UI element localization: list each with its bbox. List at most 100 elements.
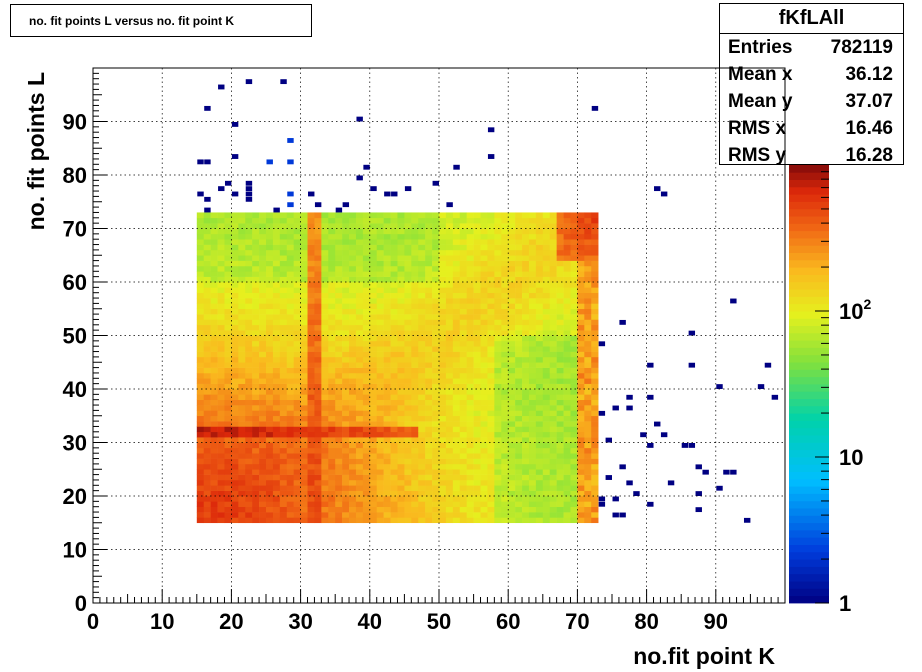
heatmap-cell [355,378,364,384]
heatmap-cell [266,442,274,449]
heatmap-cell [535,506,544,513]
heatmap-cell [418,362,426,368]
heatmap-cell [307,517,315,524]
heatmap-cell [314,399,322,406]
heatmap-cell [501,517,509,524]
heatmap-cell [279,255,288,261]
heatmap-cell [279,367,288,374]
heatmap-cell [556,308,564,315]
heatmap-cell [314,287,322,293]
heatmap-cell [196,437,205,443]
heatmap-cell [473,447,481,454]
heatmap-cell [231,314,239,320]
heatmap-cell [542,469,551,475]
heatmap-cell [335,362,343,368]
colorbar-cell [789,245,829,253]
heatmap-cell [203,239,211,245]
heatmap-cell [411,244,419,251]
heatmap-cell [480,324,488,331]
heatmap-cell [203,233,211,240]
heatmap-cell [425,367,433,374]
heatmap-cell [335,367,343,374]
heatmap-cell [397,217,405,224]
heatmap-cell [342,389,350,395]
heatmap-cell [245,442,253,449]
heatmap-cell [542,496,551,502]
heatmap-cell [266,159,273,165]
heatmap-cell [452,308,461,315]
heatmap-cell [314,383,322,390]
heatmap-cell [626,480,633,486]
heatmap-cell [259,249,267,256]
heatmap-cell [487,298,495,304]
heatmap-cell [349,249,357,256]
heatmap-cell [355,217,364,224]
heatmap-cell [369,394,378,400]
heatmap-cell [432,335,440,342]
heatmap-cell [501,356,509,363]
heatmap-cell [452,442,461,449]
heatmap-cell [321,378,329,384]
heatmap-cell [224,314,232,320]
heatmap-cell [383,383,391,390]
heatmap-cell [432,362,440,368]
heatmap-cell [452,458,461,465]
heatmap-cell [452,217,461,224]
heatmap-cell [335,308,343,315]
heatmap-cell [259,265,267,272]
heatmap-cell [480,490,488,497]
heatmap-cell [473,228,481,235]
colorbar-cell [789,544,829,553]
heatmap-cell [342,496,350,502]
heatmap-cell [494,233,502,240]
heatmap-cell [501,479,509,486]
heatmap-cell [272,303,281,310]
heatmap-cell [563,512,571,518]
heatmap-cell [369,463,378,470]
heatmap-cell [432,389,440,395]
heatmap-cell [321,276,329,283]
heatmap-cell [411,233,419,240]
heatmap-cell [272,330,281,336]
heatmap-cell [432,212,440,219]
heatmap-cell [549,324,557,331]
heatmap-cell [259,426,267,433]
heatmap-cell [480,517,488,524]
heatmap-cell [542,249,551,256]
heatmap-cell [681,443,689,448]
heatmap-cell [501,485,509,491]
heatmap-cell [272,389,281,395]
heatmap-cell [349,271,357,277]
heatmap-cell [307,383,315,390]
heatmap-cell [349,276,357,283]
heatmap-cell [231,356,239,363]
heatmap-cell [466,351,474,358]
heatmap-cell [314,389,322,395]
heatmap-cell [418,212,426,219]
heatmap-cell [487,447,495,454]
heatmap-cell [466,405,474,411]
heatmap-cell [466,426,474,433]
heatmap-cell [556,367,564,374]
heatmap-cell [473,265,481,272]
heatmap-cell [508,356,516,363]
heatmap-cell [418,469,426,475]
heatmap-cell [404,239,412,245]
heatmap-cell [549,330,557,336]
heatmap-cell [272,249,281,256]
heatmap-cell [321,335,329,342]
heatmap-cell [231,292,239,299]
heatmap-cell [390,405,398,411]
heatmap-cell [397,496,405,502]
heatmap-cell [591,356,599,363]
heatmap-cell [231,378,239,384]
heatmap-cell [563,490,571,497]
heatmap-cell [522,362,530,368]
heatmap-cell [217,453,225,459]
heatmap-cell [307,437,315,443]
heatmap-cell [432,383,440,390]
heatmap-cell [584,512,592,518]
heatmap-cell [224,217,232,224]
heatmap-cell [570,265,578,272]
heatmap-cell [439,378,447,384]
